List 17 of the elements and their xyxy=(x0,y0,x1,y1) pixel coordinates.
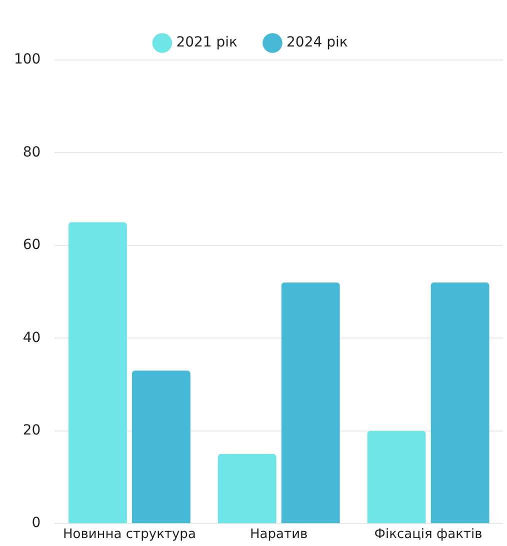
x-tick-label: Новинна структура xyxy=(62,526,196,542)
bar xyxy=(132,370,190,524)
y-tick-label: 40 xyxy=(22,330,41,346)
legend-label: 2021 рік xyxy=(176,34,238,51)
bar xyxy=(68,222,127,524)
bar xyxy=(281,282,340,524)
bar xyxy=(367,430,426,524)
legend-label: 2024 рік xyxy=(286,34,348,51)
y-tick-label: 100 xyxy=(14,52,41,68)
bar xyxy=(218,454,276,524)
x-tick-label: Фіксація фактів xyxy=(374,526,482,542)
y-tick-label: 60 xyxy=(22,237,41,254)
bar xyxy=(430,282,490,524)
y-tick-label: 0 xyxy=(32,515,41,532)
y-tick-label: 20 xyxy=(22,422,41,439)
x-tick-label: Наратив xyxy=(250,526,308,542)
y-tick-label: 80 xyxy=(22,144,41,160)
